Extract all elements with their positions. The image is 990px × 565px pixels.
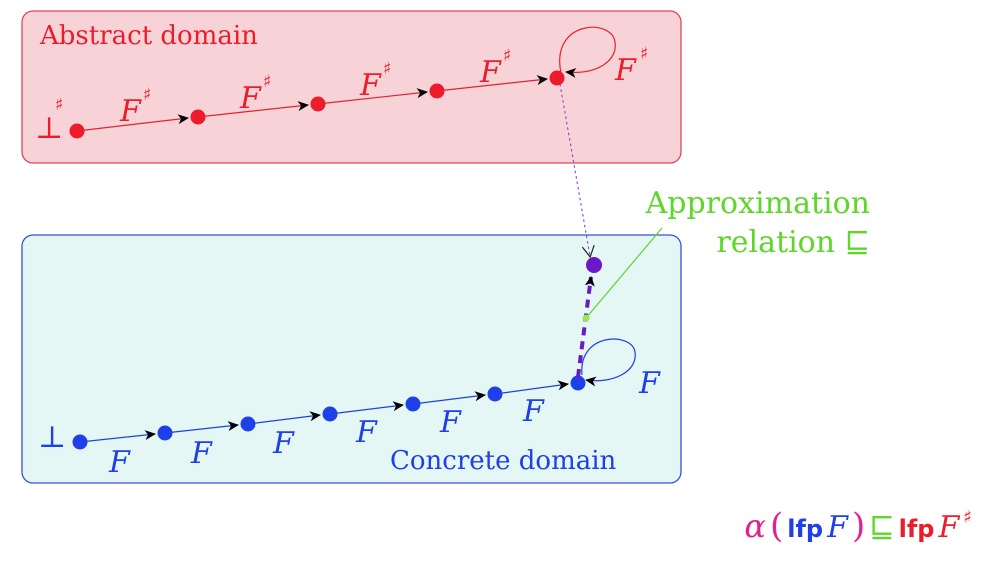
approximation-symbol: ⊑ [845, 225, 870, 260]
concrete-node [240, 416, 256, 432]
concrete-chain-edges [79, 338, 636, 443]
abstract-edge-sup: ♯ [143, 85, 151, 105]
approximation-pointer-dot [582, 314, 590, 322]
concrete-edge-label: F [190, 436, 213, 471]
abstract-node [549, 70, 565, 86]
concrete-edge [494, 380, 569, 395]
approximation-relation-word: relation [716, 225, 835, 260]
abstract-edge [76, 114, 189, 132]
abstract-node [190, 109, 206, 125]
concrete-chain-nodes [72, 375, 586, 450]
abstract-edge-label: F [239, 81, 262, 116]
concrete-edge-label: F [108, 445, 131, 480]
concrete-node [570, 375, 586, 391]
abstract-loop-label: F [614, 53, 637, 88]
formula-lfp-concrete: lfp [787, 515, 823, 543]
concrete-edge-label: F [439, 405, 462, 440]
formula-close-paren: ) [852, 506, 865, 546]
approximation-pointer [585, 227, 663, 319]
concrete-edge-label: F [522, 394, 545, 429]
abstract-edge-sup: ♯ [263, 72, 271, 92]
concrete-bottom-label: ⊥ [38, 420, 66, 455]
concrete-edge-label: F [355, 415, 378, 450]
concretized-abstract-node [586, 257, 602, 273]
formula-alpha: α [744, 507, 766, 545]
abstract-bottom-sup: ♯ [55, 95, 63, 115]
abstract-domain-box [21, 10, 682, 164]
formula-lfp-abstract: lfp [899, 515, 935, 543]
formula-relation: ⊑ [869, 510, 894, 545]
concrete-node [157, 425, 173, 441]
concrete-edge [247, 411, 321, 425]
abstract-bottom-label: ⊥ [35, 111, 63, 146]
abstract-node [310, 96, 326, 112]
concrete-node [72, 434, 88, 450]
concrete-node [322, 406, 338, 422]
concrete-edge [412, 391, 486, 405]
abstract-labels: ⊥ ♯ F ♯ F ♯ F ♯ F ♯ F ♯ [35, 44, 648, 146]
concrete-edge [164, 421, 239, 434]
abstract-edge-label: F [359, 68, 382, 103]
abstract-edge [317, 88, 428, 105]
abstract-domain-title: Abstract domain [39, 21, 258, 51]
concrete-loop-label: F [638, 366, 661, 401]
formula-F-concrete: F [826, 510, 849, 545]
concrete-domain-box [21, 234, 682, 484]
fixpoint-formula: α ( lfp F ) ⊑ lfp F ♯ [744, 506, 972, 546]
approximation-label-line2: relation ⊑ [716, 225, 870, 260]
formula-sharp: ♯ [963, 507, 972, 528]
abstract-edge [197, 101, 309, 118]
abstract-edge [436, 75, 548, 92]
abstract-chain-edges [76, 26, 616, 132]
abstract-self-loop [559, 26, 616, 78]
concrete-edge [79, 430, 156, 443]
concrete-labels: ⊥ F F F F F F F [38, 366, 661, 480]
concretization-arrow [559, 83, 590, 256]
abstract-edge-label: F [479, 55, 502, 90]
approximation-label-line1: Approximation [645, 186, 870, 221]
formula-F-abstract: F [937, 510, 960, 545]
concrete-edge [329, 401, 404, 415]
abstract-loop-sup: ♯ [640, 44, 648, 64]
abstract-edge-label: F [119, 94, 142, 129]
approximation-edge [576, 276, 595, 378]
formula-open-paren: ( [770, 506, 783, 546]
concrete-domain-title: Concrete domain [390, 446, 617, 476]
abstract-node [69, 123, 85, 139]
concrete-self-loop [581, 338, 636, 387]
concrete-node [487, 386, 503, 402]
abstract-edge-sup: ♯ [503, 46, 511, 66]
concrete-edge-label: F [272, 426, 295, 461]
concrete-node [405, 396, 421, 412]
abstract-edge-sup: ♯ [383, 59, 391, 79]
abstract-chain-nodes [69, 70, 565, 139]
abstract-node [429, 83, 445, 99]
